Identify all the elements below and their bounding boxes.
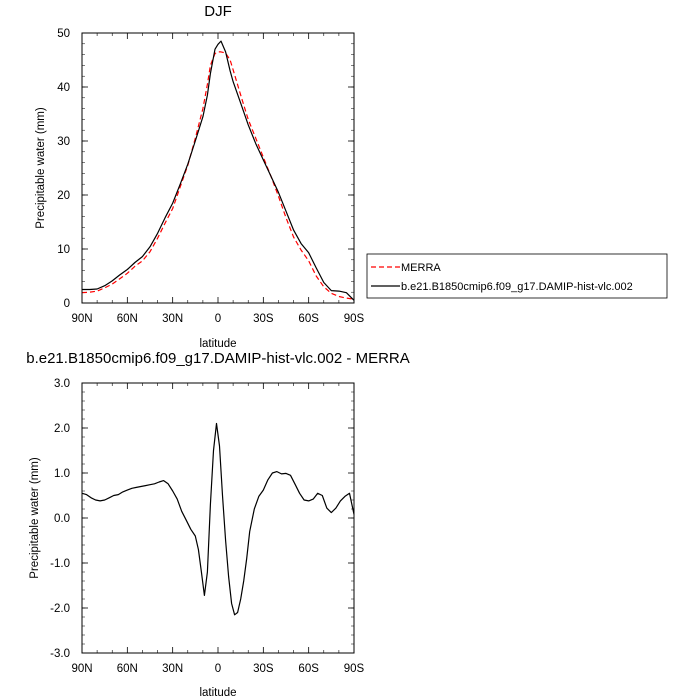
y-tick-label: 0.0 bbox=[54, 513, 70, 525]
x-tick-label: 60N bbox=[117, 313, 138, 325]
bottom-plot-frame bbox=[81, 382, 355, 654]
y-tick-label: 1.0 bbox=[54, 468, 70, 480]
bottom-panel: b.e21.B1850cmip6.f09_g17.DAMIP-hist-vlc.… bbox=[26, 350, 410, 699]
top-chart-title: DJF bbox=[204, 3, 232, 20]
x-tick-label: 90S bbox=[344, 313, 365, 325]
x-tick-label: 90N bbox=[71, 313, 92, 325]
y-tick-label: -2.0 bbox=[50, 603, 70, 615]
x-tick-label: 30N bbox=[162, 313, 183, 325]
x-tick-label: 30S bbox=[253, 663, 274, 675]
x-tick-label: 60N bbox=[117, 663, 138, 675]
top-y-axis-label: Precipitable water (mm) bbox=[35, 107, 47, 229]
x-tick-label: 30S bbox=[253, 313, 274, 325]
legend: MERRA b.e21.B1850cmip6.f09_g17.DAMIP-his… bbox=[366, 253, 668, 299]
y-tick-label: 50 bbox=[57, 28, 70, 40]
top-panel: DJF Precipitable water (mm) latitude 90N… bbox=[35, 3, 365, 350]
y-tick-label: 40 bbox=[57, 82, 70, 94]
x-tick-label: 60S bbox=[298, 663, 319, 675]
bottom-x-tick-labels: 90N 60N 30N 0 30S 60S 90S bbox=[71, 663, 364, 675]
y-tick-label: -3.0 bbox=[50, 648, 70, 660]
y-tick-label: 20 bbox=[57, 190, 70, 202]
model-series-line bbox=[82, 40, 355, 301]
y-tick-label: 2.0 bbox=[54, 423, 70, 435]
bottom-y-axis-label: Precipitable water (mm) bbox=[29, 457, 41, 579]
bottom-x-axis-label: latitude bbox=[199, 687, 236, 699]
y-tick-label: 3.0 bbox=[54, 378, 70, 390]
top-y-tick-labels: 0 10 20 30 40 50 bbox=[57, 28, 70, 310]
top-plot-lines bbox=[81, 40, 355, 301]
bottom-y-tick-labels: -3.0 -2.0 -1.0 0.0 1.0 2.0 3.0 bbox=[50, 378, 70, 660]
bottom-tick-marks bbox=[81, 382, 355, 654]
merra-series-line bbox=[81, 51, 355, 300]
x-tick-label: 0 bbox=[215, 663, 221, 675]
x-tick-label: 60S bbox=[298, 313, 319, 325]
y-tick-label: 30 bbox=[57, 136, 70, 148]
x-tick-label: 0 bbox=[215, 313, 221, 325]
legend-model-label: b.e21.B1850cmip6.f09_g17.DAMIP-hist-vlc.… bbox=[401, 281, 633, 293]
top-plot-frame bbox=[81, 32, 355, 304]
y-tick-label: 10 bbox=[57, 244, 70, 256]
bottom-plot-lines bbox=[81, 422, 355, 616]
legend-box bbox=[366, 253, 668, 299]
y-tick-label: 0 bbox=[64, 298, 70, 310]
x-tick-label: 30N bbox=[162, 663, 183, 675]
x-tick-label: 90N bbox=[71, 663, 92, 675]
x-tick-label: 90S bbox=[344, 663, 365, 675]
top-x-axis-label: latitude bbox=[199, 338, 236, 350]
top-x-tick-labels: 90N 60N 30N 0 30S 60S 90S bbox=[71, 313, 364, 325]
legend-merra-label: MERRA bbox=[401, 262, 441, 274]
y-tick-label: -1.0 bbox=[50, 558, 70, 570]
difference-series-line bbox=[81, 422, 355, 616]
bottom-chart-title: b.e21.B1850cmip6.f09_g17.DAMIP-hist-vlc.… bbox=[26, 350, 410, 367]
